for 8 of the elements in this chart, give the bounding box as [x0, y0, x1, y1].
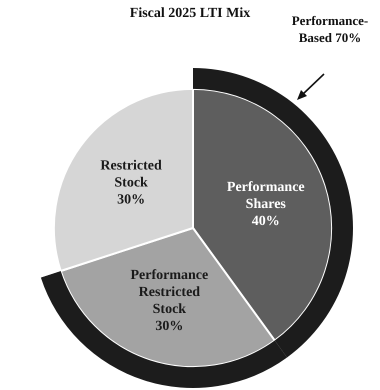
chart-title: Fiscal 2025 LTI Mix [130, 6, 250, 21]
slice-label: Performance Shares [226, 180, 305, 212]
slice-label: Performance Restricted Stock [130, 268, 208, 317]
data-label: 30% [117, 192, 146, 208]
data-label: 40% [252, 214, 280, 229]
text: Performance-Based 70% [290, 12, 370, 46]
data-label: 30% [155, 318, 184, 334]
slice-label: Restricted Stock [100, 158, 162, 191]
